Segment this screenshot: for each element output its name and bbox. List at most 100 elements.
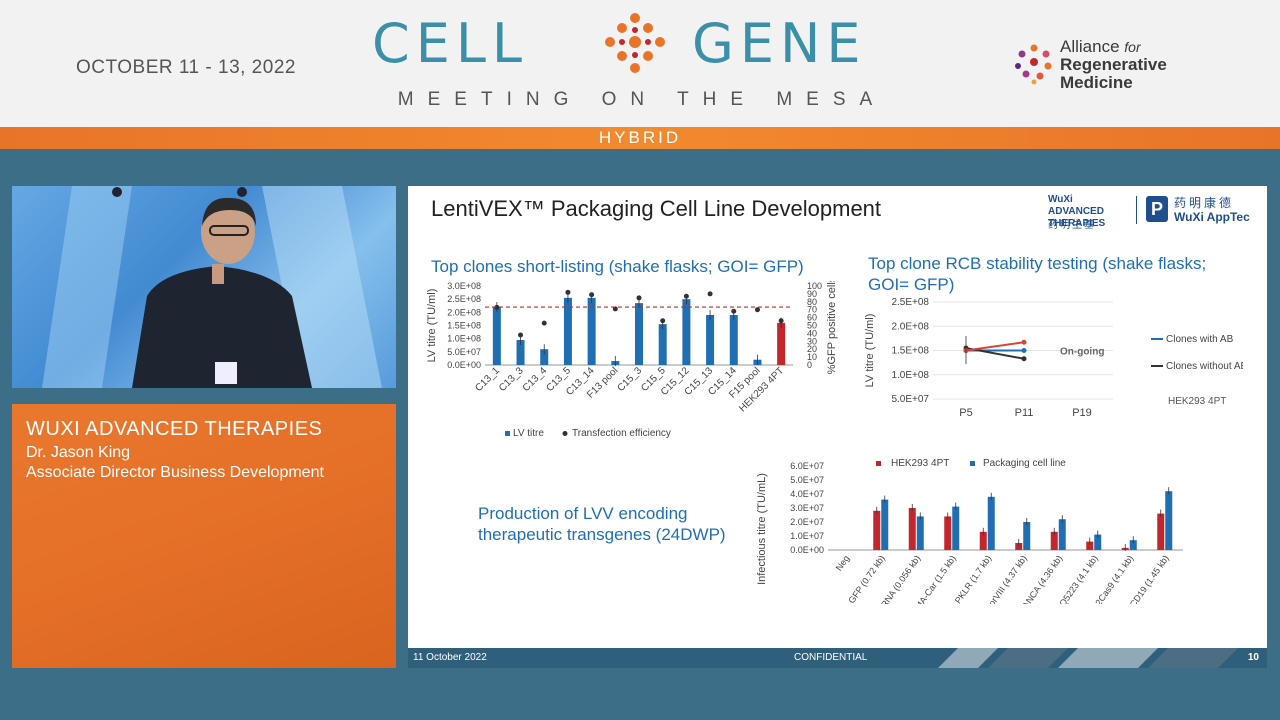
x-tick-label: Neg [834,553,852,572]
y-tick-label: 2.0E+08 [891,321,929,332]
y2-tick-label: 40 [807,328,817,338]
point-transfection [636,295,642,301]
event-dates: OCTOBER 11 - 13, 2022 [76,57,296,78]
x-tick-label: PKLR (1.7 kb) [953,553,994,604]
section-stability-title: Top clone RCB stability testing (shake f… [868,254,1207,294]
footer-confidential: CONFIDENTIAL [794,652,868,663]
speaker-company: WUXI ADVANCED THERAPIES [26,418,323,440]
y-tick-label: 2.5E+08 [447,294,481,304]
x-tick-label: P5 [959,407,972,419]
bar-titre [1086,541,1094,550]
y2-tick-label: 0 [807,360,812,370]
clone-shortlisting-chart: 0.0E+00 5.0E+07 1.0E+08 1.5E+08 2.0E+08 2.5E+… [426,281,838,439]
x-tick-label: C13_4 [521,365,550,394]
bar-titre [979,531,987,550]
legend-label: HEK293 4PT [891,458,949,469]
x-tick-label: P19 [1072,407,1092,419]
y-tick-label: 1.5E+08 [447,321,481,331]
point-transfection [541,320,547,326]
alliance-regenerative: Regenerative [1060,55,1167,74]
x-tick-label: C15_3 [616,365,645,394]
apptec-chinese: 药明康德 [1174,196,1235,210]
bar-titre [1157,513,1165,550]
speaker-title: Associate Director Business Development [26,464,324,481]
x-tick-label: C13_3 [497,365,526,394]
wuxi-at-chinese: 药明生基 [1048,220,1096,231]
speaker-info-panel: WUXI ADVANCED THERAPIES Dr. Jason King A… [12,404,396,668]
point-transfection [565,289,571,295]
y-tick-label: 2.0E+08 [447,307,481,317]
bar-titre [987,496,995,550]
y2-tick-label: 70 [807,305,817,315]
slide-footer: 11 October 2022 CONFIDENTIAL 10 [408,648,1267,668]
bar-titre [1015,543,1023,550]
point-transfection [518,332,524,338]
bar-lv-titre [729,314,738,365]
bar-titre [1023,522,1031,550]
bar-lv-titre [492,307,501,365]
alliance-dots-icon [1015,44,1052,85]
point-transfection [754,307,760,313]
legend-label: LV titre [513,428,544,439]
y-tick-label: 1.5E+08 [891,346,929,357]
y-tick-label: 5.0E+07 [790,475,824,485]
event-header: OCTOBER 11 - 13, 2022 CELL GENE MEETING … [0,0,1280,127]
wuxi-logos: WuXi ADVANCED THERAPIES 药明生基 P 药明康德 WuXi… [1048,192,1258,231]
lvv-production-chart: 0.0E+00 1.0E+07 2.0E+07 3.0E+07 4.0E+07 5.0E+… [756,458,1183,604]
point-transfection [778,318,784,324]
y-tick-label: 1.0E+07 [790,531,824,541]
y-tick-label: 3.0E+08 [447,281,481,291]
bar-titre [1094,534,1102,550]
point-transfection [494,304,500,310]
point-transfection [707,291,713,297]
y-tick-label: 2.5E+08 [891,297,929,308]
legend-swatch-packaging [970,461,975,466]
bar-titre [944,516,952,550]
molecule-icon [605,13,665,73]
legend-label: Clones with AB [1166,334,1234,345]
ongoing-annotation: On-going [1060,347,1104,358]
footer-date: 11 October 2022 [413,652,487,663]
bar-lv-titre [658,324,667,365]
y-tick-label: 0.0E+00 [790,545,824,555]
bar-lv-titre [563,297,572,365]
presentation-slide: LentiVEX™ Packaging Cell Line Developmen… [408,186,1267,668]
point-transfection [660,318,666,324]
y-axis-title: LV titre (TU/ml) [864,314,876,388]
y2-tick-label: 20 [807,344,817,354]
x-tick-label: P11 [1015,407,1034,419]
x-tick-label: GFP (0.72 kb) [846,553,887,604]
section-production-title: Production of LVV encoding therapeutic t… [478,504,726,544]
alliance-logo: Alliance for Regenerative Medicine [1012,38,1222,94]
legend-label: Transfection efficiency [572,428,671,439]
apptec-name: WuXi AppTec [1174,210,1250,224]
bar-titre [1165,491,1173,550]
series-line [965,341,1025,352]
y-tick-label: 5.0E+07 [891,394,929,405]
bar-titre [952,506,960,550]
bar-titre [908,508,916,550]
logo-divider [1136,196,1137,224]
y-axis-title: LV titre (TU/ml) [426,289,438,363]
hybrid-label: HYBRID [598,128,682,147]
bar-titre [1058,519,1066,550]
bar-titre [1129,540,1137,550]
legend-label: Clones without AB [1166,361,1243,372]
speaker-video [12,186,396,388]
series-point [1021,348,1027,353]
slide-title: LentiVEX™ Packaging Cell Line Developmen… [431,196,882,221]
logo-word-cell: CELL [372,12,528,75]
speaker-figure [12,186,396,388]
y-axis-title: Infectious titre (TU/mL) [756,473,768,585]
bar-lv-titre [706,314,715,365]
bar-titre [873,510,881,550]
bar-lv-titre [682,299,691,365]
footer-chevrons [938,648,1238,668]
alliance-medicine: Medicine [1060,73,1133,92]
point-transfection [589,292,595,298]
series-point [1021,339,1027,345]
rcb-stability-chart: 5.0E+07 1.0E+08 1.5E+08 2.0E+08 2.5E+08 P5 P11… [864,297,1243,419]
y-tick-label: 1.0E+08 [891,370,929,381]
legend-swatch-hek293 [876,461,881,466]
y2-tick-label: 80 [807,297,817,307]
